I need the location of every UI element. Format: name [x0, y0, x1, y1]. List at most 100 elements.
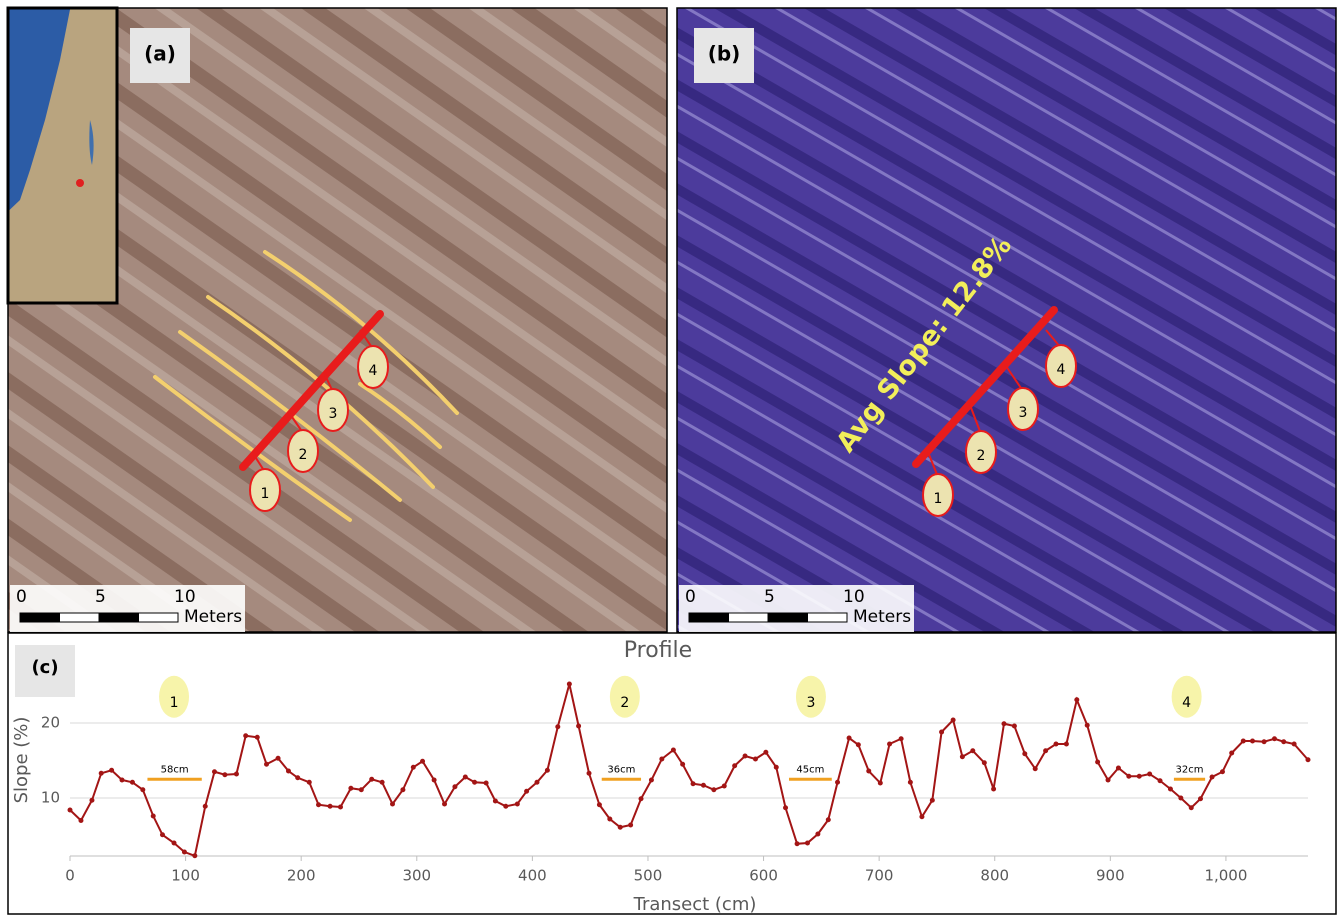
- terrace-width-label: 45cm: [796, 764, 824, 775]
- scale-segment: [20, 613, 60, 622]
- marker-label: 1: [934, 491, 943, 507]
- scale-segment: [808, 613, 848, 622]
- profile-point: [649, 778, 654, 783]
- panel-label: (b): [708, 42, 741, 66]
- terrace-width-label: 58cm: [161, 764, 189, 775]
- profile-point: [1054, 742, 1059, 747]
- profile-point: [680, 762, 685, 767]
- y-tick-label: 10: [41, 789, 60, 807]
- profile-point: [815, 832, 820, 837]
- profile-point: [234, 772, 239, 777]
- profile-point: [432, 778, 437, 783]
- profile-point: [701, 783, 706, 788]
- profile-point: [1272, 736, 1277, 741]
- profile-point: [89, 798, 94, 803]
- x-tick-label: 300: [402, 867, 431, 885]
- profile-point: [847, 736, 852, 741]
- profile-point: [567, 682, 572, 687]
- terrace-width-label: 32cm: [1176, 764, 1204, 775]
- profile-point: [711, 787, 716, 792]
- profile-point: [753, 757, 758, 762]
- marker-label: 3: [329, 406, 338, 422]
- scale-segment: [689, 613, 729, 622]
- profile-point: [524, 789, 529, 794]
- profile-point: [1281, 739, 1286, 744]
- profile-point: [442, 802, 447, 807]
- profile-point: [359, 787, 364, 792]
- profile-point: [930, 798, 935, 803]
- scale-tick-label: 10: [174, 587, 196, 607]
- profile-point: [515, 802, 520, 807]
- profile-point: [172, 841, 177, 846]
- profile-point: [1064, 742, 1069, 747]
- profile-point: [774, 765, 779, 770]
- profile-point: [1012, 724, 1017, 729]
- profile-point: [534, 780, 539, 785]
- profile-point: [192, 853, 197, 858]
- profile-point: [691, 781, 696, 786]
- terrace-width-label: 36cm: [607, 764, 635, 775]
- scale-unit: Meters: [853, 607, 911, 627]
- profile-point: [1189, 805, 1194, 810]
- scale-segment: [729, 613, 769, 622]
- panel-label: (a): [144, 42, 176, 66]
- profile-point: [1250, 739, 1255, 744]
- profile-point: [493, 799, 498, 804]
- marker-label: 1: [261, 486, 270, 502]
- profile-point: [982, 760, 987, 765]
- profile-point: [866, 769, 871, 774]
- scale-tick-label: 0: [685, 587, 696, 607]
- profile-point: [939, 730, 944, 735]
- profile-point: [264, 762, 269, 767]
- profile-point: [1043, 748, 1048, 753]
- profile-point: [1095, 760, 1100, 765]
- profile-point: [151, 814, 156, 819]
- profile-point: [503, 804, 508, 809]
- profile-point: [182, 850, 187, 855]
- profile-point: [908, 780, 913, 785]
- profile-point: [1210, 775, 1215, 780]
- profile-point: [639, 796, 644, 801]
- marker-label: 4: [369, 363, 378, 379]
- profile-point: [295, 775, 300, 780]
- scale-segment: [139, 613, 179, 622]
- panel-label: (c): [31, 657, 58, 678]
- profile-point: [722, 784, 727, 789]
- profile-point: [1220, 769, 1225, 774]
- profile-point: [618, 825, 623, 830]
- x-tick-label: 800: [980, 867, 1009, 885]
- profile-point: [452, 784, 457, 789]
- profile-point: [1292, 742, 1297, 747]
- x-tick-label: 700: [865, 867, 894, 885]
- profile-point: [743, 754, 748, 759]
- chart-title: Profile: [624, 638, 692, 663]
- inset-location: [76, 179, 84, 187]
- profile-point: [919, 814, 924, 819]
- profile-point: [545, 768, 550, 773]
- profile-point: [348, 786, 353, 791]
- scale-segment: [768, 613, 808, 622]
- profile-point: [856, 742, 861, 747]
- figure: (a) 1234 0510Meters (b) Avg Slope: 12.8%…: [0, 0, 1338, 915]
- profile-point: [316, 802, 321, 807]
- marker-label: 4: [1057, 362, 1066, 378]
- profile-point: [960, 754, 965, 759]
- profile-point: [607, 817, 612, 822]
- profile-point: [255, 735, 260, 740]
- profile-marker-label: 4: [1182, 695, 1191, 711]
- profile-point: [597, 802, 602, 807]
- profile-point: [1147, 772, 1152, 777]
- profile-point: [420, 759, 425, 764]
- x-tick-label: 0: [65, 867, 75, 885]
- profile-point: [1074, 697, 1079, 702]
- profile-point: [1229, 751, 1234, 756]
- profile-point: [1262, 739, 1267, 744]
- profile-point: [970, 748, 975, 753]
- profile-point: [243, 733, 248, 738]
- scale-tick-label: 5: [95, 587, 106, 607]
- profile-point: [887, 742, 892, 747]
- profile-point: [120, 778, 125, 783]
- x-tick-label: 500: [634, 867, 663, 885]
- profile-point: [160, 832, 165, 837]
